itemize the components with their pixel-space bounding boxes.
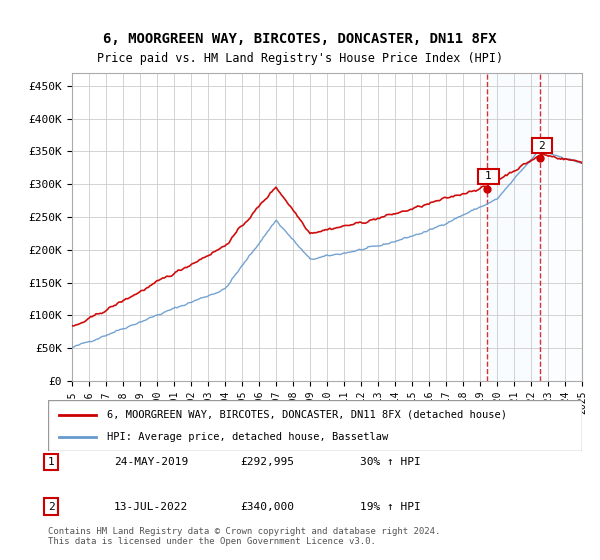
Text: 1: 1	[485, 171, 492, 181]
Text: HPI: Average price, detached house, Bassetlaw: HPI: Average price, detached house, Bass…	[107, 432, 388, 442]
Bar	[487, 73, 540, 381]
Text: 24-MAY-2019: 24-MAY-2019	[114, 457, 188, 467]
Text: 2: 2	[538, 141, 545, 151]
FancyBboxPatch shape	[48, 400, 582, 451]
Text: 30% ↑ HPI: 30% ↑ HPI	[360, 457, 421, 467]
Text: 6, MOORGREEN WAY, BIRCOTES, DONCASTER, DN11 8FX: 6, MOORGREEN WAY, BIRCOTES, DONCASTER, D…	[103, 32, 497, 46]
Text: 19% ↑ HPI: 19% ↑ HPI	[360, 502, 421, 512]
Text: 13-JUL-2022: 13-JUL-2022	[114, 502, 188, 512]
FancyBboxPatch shape	[478, 169, 499, 184]
Text: 6, MOORGREEN WAY, BIRCOTES, DONCASTER, DN11 8FX (detached house): 6, MOORGREEN WAY, BIRCOTES, DONCASTER, D…	[107, 409, 507, 419]
Text: Contains HM Land Registry data © Crown copyright and database right 2024.
This d: Contains HM Land Registry data © Crown c…	[48, 526, 440, 546]
Text: 1: 1	[47, 457, 55, 467]
Text: Price paid vs. HM Land Registry's House Price Index (HPI): Price paid vs. HM Land Registry's House …	[97, 52, 503, 66]
FancyBboxPatch shape	[532, 138, 552, 153]
Text: £292,995: £292,995	[240, 457, 294, 467]
Text: 2: 2	[47, 502, 55, 512]
Bar	[540, 73, 582, 381]
Text: £340,000: £340,000	[240, 502, 294, 512]
